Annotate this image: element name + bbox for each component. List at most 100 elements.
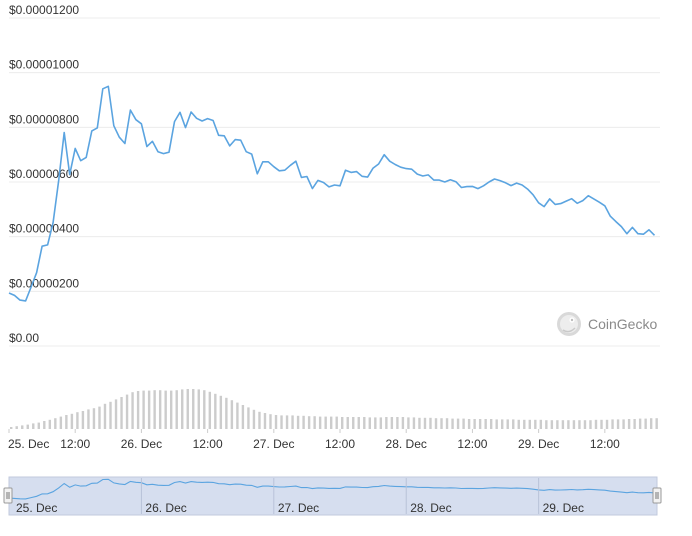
navigator-label: 25. Dec — [16, 501, 57, 515]
x-axis-labels: 25. Dec 12:00 26. Dec 12:00 27. Dec 12:00 28. … — [8, 429, 620, 451]
volume-bar — [258, 411, 261, 429]
volume-bar — [594, 419, 598, 429]
volume-bar — [627, 419, 631, 429]
volume-bar — [175, 390, 178, 429]
y-tick-label: $0.00000800 — [9, 112, 79, 126]
volume-bar — [473, 419, 476, 429]
navigator-right-handle[interactable] — [652, 487, 662, 504]
volume-bar — [611, 419, 614, 429]
volume-bar — [15, 426, 18, 429]
volume-bar — [484, 419, 487, 429]
volume-bar — [70, 413, 74, 429]
volume-bar — [412, 417, 416, 429]
volume-bar — [186, 389, 189, 429]
volume-bar — [456, 418, 460, 429]
volume-bar — [655, 418, 658, 429]
navigator-left-handle[interactable] — [3, 487, 13, 504]
volume-bar — [136, 391, 140, 429]
volume-bar — [329, 416, 333, 429]
volume-bar — [550, 420, 554, 429]
volume-bar — [445, 418, 449, 429]
x-tick-label: 12:00 — [193, 437, 223, 451]
volume-bar — [385, 417, 388, 429]
y-tick-label: $0.00000400 — [9, 222, 79, 236]
x-tick-label: 12:00 — [457, 437, 487, 451]
volume-bar — [131, 392, 134, 429]
volume-bar — [269, 414, 272, 429]
price-line — [8, 85, 656, 302]
y-tick-label: $0.00000600 — [9, 167, 79, 181]
volume-bar — [43, 421, 46, 429]
volume-bar — [649, 418, 653, 429]
volume-bar — [368, 417, 372, 429]
navigator-label: 28. Dec — [410, 501, 451, 515]
volume-bar — [21, 425, 24, 429]
volume-bar — [263, 413, 267, 429]
volume-bar — [158, 390, 162, 429]
volume-bar — [545, 420, 548, 429]
volume-bar — [48, 419, 52, 429]
volume-bar — [197, 389, 200, 429]
volume-bar — [153, 390, 156, 429]
volume-bar — [434, 418, 438, 429]
coingecko-logo — [557, 312, 581, 336]
volume-bar — [98, 406, 101, 429]
volume-bar — [32, 423, 35, 429]
volume-bar — [192, 389, 195, 429]
navigator-line — [8, 478, 655, 500]
volume-bar — [467, 419, 471, 429]
volume-bar — [219, 395, 223, 429]
volume-bar — [114, 399, 118, 429]
volume-bar — [307, 416, 311, 429]
volume-bar — [556, 420, 559, 429]
volume-bar — [495, 419, 498, 429]
volume-bar — [296, 415, 300, 429]
volume-bar — [241, 405, 245, 429]
volume-bar — [379, 417, 383, 429]
volume-bar — [528, 419, 531, 429]
volume-bar — [59, 416, 63, 429]
volume-bar — [478, 419, 482, 429]
volume-bar — [313, 416, 316, 429]
volume-bar — [236, 402, 239, 429]
volume-bar — [346, 417, 349, 429]
volume-bar — [65, 415, 68, 429]
volume-bar — [561, 420, 565, 429]
volume-bar — [523, 419, 526, 429]
volume-bar — [501, 419, 504, 429]
volume-bar — [335, 416, 338, 429]
volume-bars — [10, 389, 658, 429]
x-tick-label: 29. Dec — [518, 437, 559, 451]
navigator[interactable]: 25. Dec 26. Dec 27. Dec 28. Dec 29. Dec — [3, 476, 662, 516]
volume-bar — [87, 409, 90, 429]
volume-bar — [423, 417, 427, 429]
volume-bar — [539, 419, 543, 429]
volume-bar — [429, 417, 432, 429]
volume-bar — [247, 407, 250, 429]
volume-bar — [512, 419, 515, 429]
volume-bar — [506, 419, 509, 429]
volume-bar — [451, 418, 454, 429]
x-tick-label: 12:00 — [60, 437, 90, 451]
volume-bar — [120, 397, 123, 429]
volume-bar — [567, 420, 570, 429]
y-tick-label: $0.00000200 — [9, 276, 79, 290]
volume-bar — [318, 416, 322, 429]
volume-bar — [203, 390, 206, 429]
volume-bar — [10, 427, 13, 429]
volume-bar — [76, 412, 79, 429]
volume-bar — [352, 417, 355, 429]
volume-bar — [357, 417, 360, 429]
volume-bar — [517, 419, 520, 429]
brand-name: CoinGecko — [588, 316, 657, 332]
volume-bar — [616, 419, 620, 429]
volume-bar — [81, 411, 85, 429]
volume-bar — [578, 420, 581, 429]
navigator-label: 27. Dec — [278, 501, 319, 515]
volume-bar — [622, 419, 625, 429]
volume-bar — [125, 394, 129, 429]
volume-bar — [274, 415, 278, 429]
volume-bar — [252, 409, 256, 429]
volume-bar — [302, 415, 305, 429]
